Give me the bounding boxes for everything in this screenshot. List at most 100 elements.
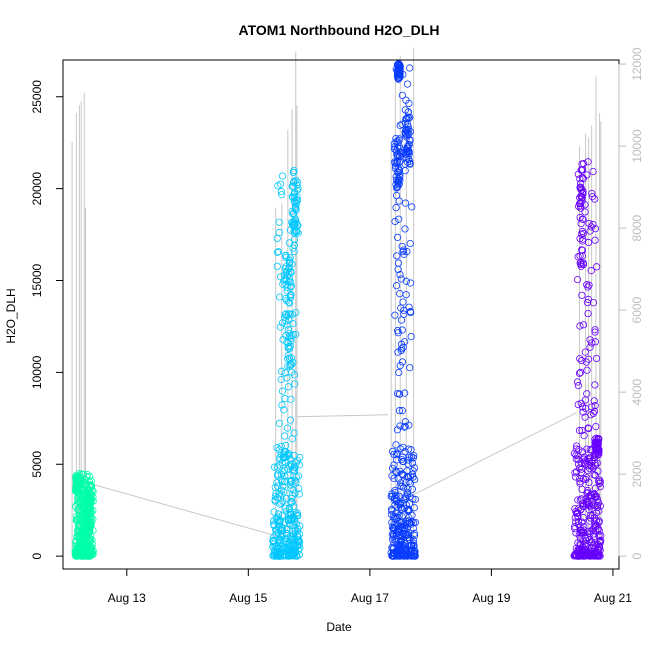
data-point xyxy=(577,262,585,270)
data-point xyxy=(273,444,281,452)
data-point xyxy=(399,470,407,479)
data-point xyxy=(391,526,399,534)
data-point xyxy=(589,457,597,465)
data-point xyxy=(271,496,279,504)
data-point xyxy=(283,374,291,382)
data-point xyxy=(293,178,302,186)
data-point xyxy=(277,499,285,507)
data-point xyxy=(579,408,587,416)
data-point xyxy=(597,532,605,540)
data-point xyxy=(290,467,299,475)
data-point xyxy=(410,451,418,460)
data-point xyxy=(273,262,281,270)
data-point xyxy=(278,172,287,180)
data-point xyxy=(392,282,401,290)
data-point xyxy=(407,279,415,287)
data-point xyxy=(290,463,298,471)
connector-line xyxy=(85,481,276,537)
data-point xyxy=(73,483,81,491)
data-point xyxy=(395,368,403,377)
data-point xyxy=(290,235,299,244)
data-point xyxy=(273,549,281,557)
data-point xyxy=(82,531,91,539)
data-point xyxy=(287,282,295,290)
data-point xyxy=(279,482,287,490)
data-point xyxy=(283,321,291,329)
data-point xyxy=(87,490,96,498)
data-point xyxy=(293,509,302,517)
data-point xyxy=(290,229,298,237)
data-point xyxy=(578,227,587,235)
data-point xyxy=(274,510,283,518)
data-point xyxy=(281,432,289,440)
data-point xyxy=(277,490,285,498)
data-point xyxy=(81,526,90,534)
data-point xyxy=(396,500,405,508)
data-point xyxy=(584,486,592,495)
data-point xyxy=(392,494,400,502)
data-point xyxy=(287,542,295,551)
data-point xyxy=(392,134,400,143)
data-point xyxy=(400,310,408,318)
data-point xyxy=(592,354,601,363)
data-point xyxy=(285,329,293,337)
right-y-tick-label: 0 xyxy=(630,553,644,560)
data-point xyxy=(399,343,407,351)
y-tick-label: 5000 xyxy=(30,451,44,478)
data-point xyxy=(292,308,300,317)
data-point xyxy=(572,468,581,476)
data-point xyxy=(576,526,584,534)
data-point xyxy=(278,401,286,409)
data-point xyxy=(282,507,290,516)
data-series xyxy=(570,158,605,560)
data-point xyxy=(399,443,407,451)
data-point xyxy=(578,197,586,205)
data-point xyxy=(290,452,298,460)
data-point xyxy=(407,446,415,454)
data-point xyxy=(393,252,401,260)
data-point xyxy=(289,513,297,521)
data-point xyxy=(394,65,403,73)
data-point xyxy=(398,91,407,99)
data-point xyxy=(591,540,599,548)
data-point xyxy=(585,281,593,289)
data-point xyxy=(403,148,411,156)
data-point xyxy=(405,147,413,155)
data-point xyxy=(591,326,599,334)
data-point xyxy=(282,552,291,560)
data-point xyxy=(403,490,412,498)
data-point xyxy=(285,239,294,247)
data-point xyxy=(294,525,302,533)
data-point xyxy=(574,456,582,464)
data-point xyxy=(296,544,304,552)
data-point xyxy=(579,502,587,510)
data-point xyxy=(595,507,603,515)
data-point xyxy=(398,521,406,529)
data-point xyxy=(286,481,295,489)
data-point xyxy=(572,442,581,450)
data-point xyxy=(293,527,301,536)
data-point xyxy=(273,472,282,480)
data-point xyxy=(577,202,585,210)
data-point xyxy=(576,355,584,363)
data-point xyxy=(575,531,583,539)
data-point xyxy=(290,548,298,557)
data-point xyxy=(392,451,400,459)
data-point xyxy=(397,275,405,283)
data-point xyxy=(574,512,582,521)
data-point xyxy=(396,69,404,77)
right-y-tick-label: 2000 xyxy=(630,460,644,487)
data-point xyxy=(398,358,407,366)
data-point xyxy=(584,309,592,318)
data-point xyxy=(274,248,283,256)
data-point xyxy=(394,138,402,146)
y-axis: 0 5000 10000 15000 20000 25000 xyxy=(30,80,64,559)
data-point xyxy=(592,434,600,442)
data-point xyxy=(406,536,414,544)
data-point xyxy=(402,492,410,500)
data-point xyxy=(403,80,412,88)
data-point xyxy=(576,175,584,183)
data-point xyxy=(395,151,403,159)
data-point xyxy=(574,400,582,409)
